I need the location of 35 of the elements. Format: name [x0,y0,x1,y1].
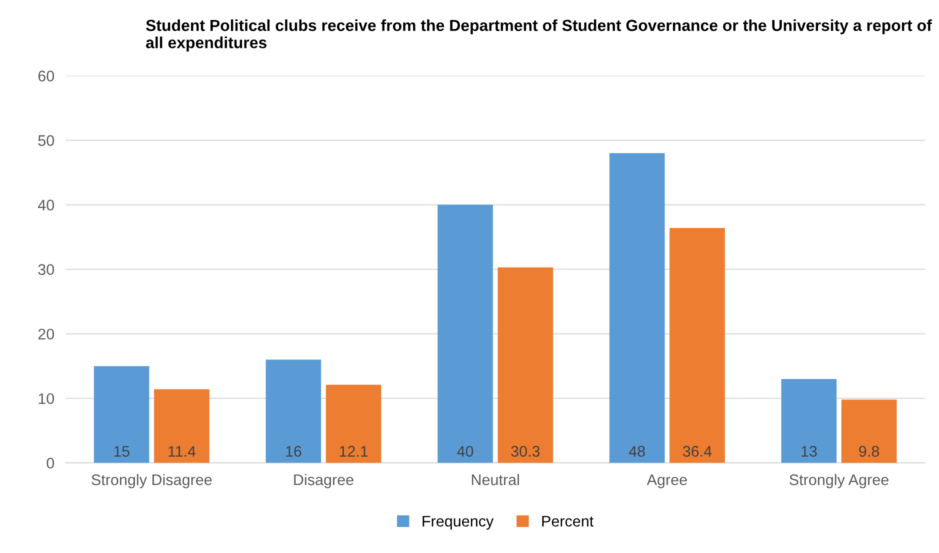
bar [94,366,150,463]
data-label: 16 [286,446,302,457]
bar [154,389,210,463]
x-tick-label: Strongly Agree [790,474,888,488]
legend-label: Frequency [422,516,494,530]
bar [609,153,665,463]
y-tick-label: 20 [38,328,54,340]
bar [781,378,837,463]
data-label: 36.4 [682,446,712,457]
bar [266,360,322,463]
y-tick-label: 10 [38,393,54,404]
data-label: 12.1 [340,446,368,457]
bar [841,400,897,463]
bar [670,228,725,463]
y-tick-label: 40 [38,200,54,210]
bar [498,267,554,463]
data-label: 40 [457,446,474,457]
bar [326,384,382,463]
x-tick-label: Strongly Disagree [92,474,212,488]
data-label: 48 [628,446,645,457]
y-tick-label: 0 [46,458,54,469]
x-tick-label: Neutral [472,474,519,486]
x-tick-label: Disagree [294,474,354,488]
data-label: 11.4 [168,446,196,457]
data-label: 15 [114,446,130,457]
y-tick-label: 60 [38,70,54,82]
legend-label: Percent [542,516,594,527]
data-label: 13 [802,446,817,457]
data-label: 30.3 [511,446,540,457]
chart-title: Student Political clubs receive from the Department of Student Governance or the University a report of all expenditures [146,19,932,52]
bar [438,204,493,463]
y-tick-label: 50 [38,135,54,146]
y-tick-label: 30 [38,264,54,275]
x-tick-label: Agree [646,474,687,488]
data-label: 9.8 [859,446,880,457]
